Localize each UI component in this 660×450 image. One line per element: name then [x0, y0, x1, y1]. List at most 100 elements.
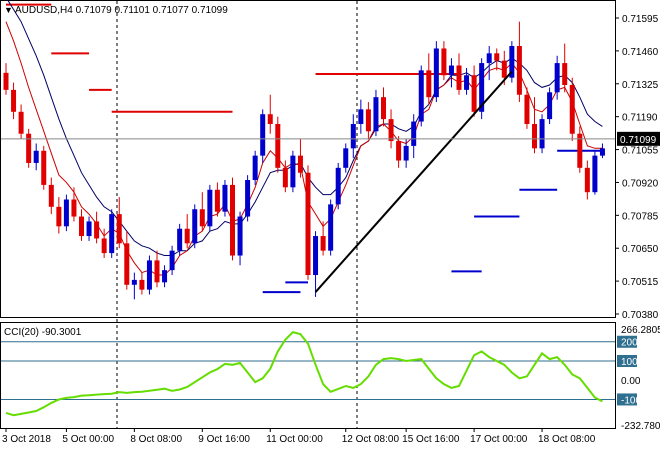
candle-body	[381, 97, 386, 120]
candle-body	[396, 141, 402, 161]
candle-body	[562, 63, 568, 85]
candle-body	[56, 206, 62, 227]
candle-body	[177, 228, 183, 251]
price-tick-label: 0.70920	[622, 178, 659, 189]
candle-body	[433, 48, 439, 98]
cci-tick-label: 0.00	[621, 376, 641, 387]
candle-body	[18, 111, 24, 134]
candle-body	[297, 155, 303, 173]
time-axis: 3 Oct 2018 5 Oct 00:00 8 Oct 08:00 9 Oct 16…	[2, 428, 596, 445]
chart-collapse-icon[interactable]: ▼	[4, 5, 13, 15]
cci-tick-label: -100	[621, 395, 641, 406]
candle-body	[33, 150, 39, 163]
candle-body	[131, 279, 137, 285]
candle-body	[48, 184, 54, 207]
candle-body	[350, 123, 356, 149]
candle-body	[358, 109, 364, 124]
candle-body	[26, 133, 32, 163]
candle-body	[230, 184, 235, 256]
candle-body	[245, 180, 251, 217]
cci-levels	[1, 341, 615, 400]
candle-body	[184, 228, 190, 244]
cci-tick-label: 266.2805	[621, 325, 660, 336]
period-separators	[116, 1, 358, 428]
cci-title: CCI(20) -90.3001	[4, 327, 82, 338]
candle-body	[547, 92, 553, 120]
chart-title: AUDUSD,H4 0.71079 0.71101 0.71077 0.7109…	[15, 5, 228, 16]
candle-body	[403, 145, 409, 161]
candle-body	[592, 155, 598, 193]
candle-body	[554, 63, 560, 93]
cci-axis: 266.2805 200 100 0.00 -100 -232.7801	[617, 325, 660, 432]
price-tick-label: 0.71595	[622, 14, 659, 25]
candle-body	[282, 167, 288, 188]
candle-body	[335, 167, 341, 205]
candle-body	[320, 236, 326, 251]
candle-body	[471, 75, 477, 112]
price-tick-label: 0.71055	[622, 146, 659, 157]
candle-body	[426, 70, 432, 98]
candle-body	[539, 119, 545, 149]
candle-body	[207, 189, 213, 227]
price-tick-label: 0.71190	[622, 113, 658, 124]
candle-body	[222, 184, 228, 212]
current-price-badge: 0.71099	[617, 131, 660, 146]
candle-body	[448, 65, 454, 76]
candle-body	[109, 214, 115, 254]
candle-body	[237, 216, 243, 256]
candle-body	[599, 148, 605, 156]
time-tick-label: 17 Oct 00:00	[470, 434, 528, 445]
price-tick-label: 0.70380	[622, 310, 659, 321]
candle-body	[94, 221, 100, 239]
candle-body	[146, 260, 152, 290]
candle-body	[343, 148, 349, 168]
trendline[interactable]	[314, 70, 513, 293]
candle-body	[267, 114, 273, 124]
candle-body	[169, 250, 175, 271]
candle-body	[418, 70, 424, 122]
candle-body	[373, 97, 379, 132]
candle-body	[388, 119, 394, 142]
cci-tick-label: 200	[621, 338, 638, 349]
candle-body	[524, 94, 530, 124]
price-tick-label: 0.71325	[622, 80, 659, 91]
cci-panel[interactable]	[0, 322, 616, 429]
candle-body	[411, 121, 417, 146]
cci-line	[5, 330, 603, 417]
candle-body	[290, 155, 296, 188]
candle-body	[479, 63, 485, 112]
candle-body	[532, 123, 537, 149]
time-tick-label: 18 Oct 08:00	[538, 434, 596, 445]
candle-body	[214, 189, 220, 212]
time-tick-label: 9 Oct 16:00	[198, 434, 250, 445]
candle-body	[124, 243, 130, 285]
candle-body	[365, 109, 371, 132]
candle-body	[328, 204, 334, 251]
candle-body	[509, 46, 515, 78]
candle-body	[11, 89, 17, 112]
time-tick-label: 15 Oct 16:00	[402, 434, 460, 445]
candle-body	[456, 65, 462, 90]
time-tick-label: 8 Oct 08:00	[130, 434, 182, 445]
candle-body	[441, 48, 447, 76]
candle-body	[260, 114, 266, 156]
candle-body	[116, 214, 122, 244]
candle-body	[79, 216, 84, 237]
time-tick-label: 12 Oct 08:00	[342, 434, 400, 445]
cci-tick-label: 100	[621, 357, 638, 368]
time-tick-label: 11 Oct 00:00	[266, 434, 323, 445]
candle-body	[63, 199, 69, 227]
candle-body	[501, 60, 507, 78]
candle-body	[584, 167, 590, 193]
price-tick-label: 0.71460	[622, 47, 659, 58]
candle-body	[3, 72, 9, 90]
time-tick-label: 5 Oct 00:00	[62, 434, 114, 445]
candle-body	[464, 75, 470, 90]
candle-body	[199, 209, 205, 227]
candle-body	[139, 279, 145, 290]
price-tick-label: 0.70785	[622, 211, 659, 222]
cci-tick-label: -232.7801	[621, 421, 660, 432]
candle-body	[162, 270, 168, 283]
candle-body	[86, 221, 92, 237]
